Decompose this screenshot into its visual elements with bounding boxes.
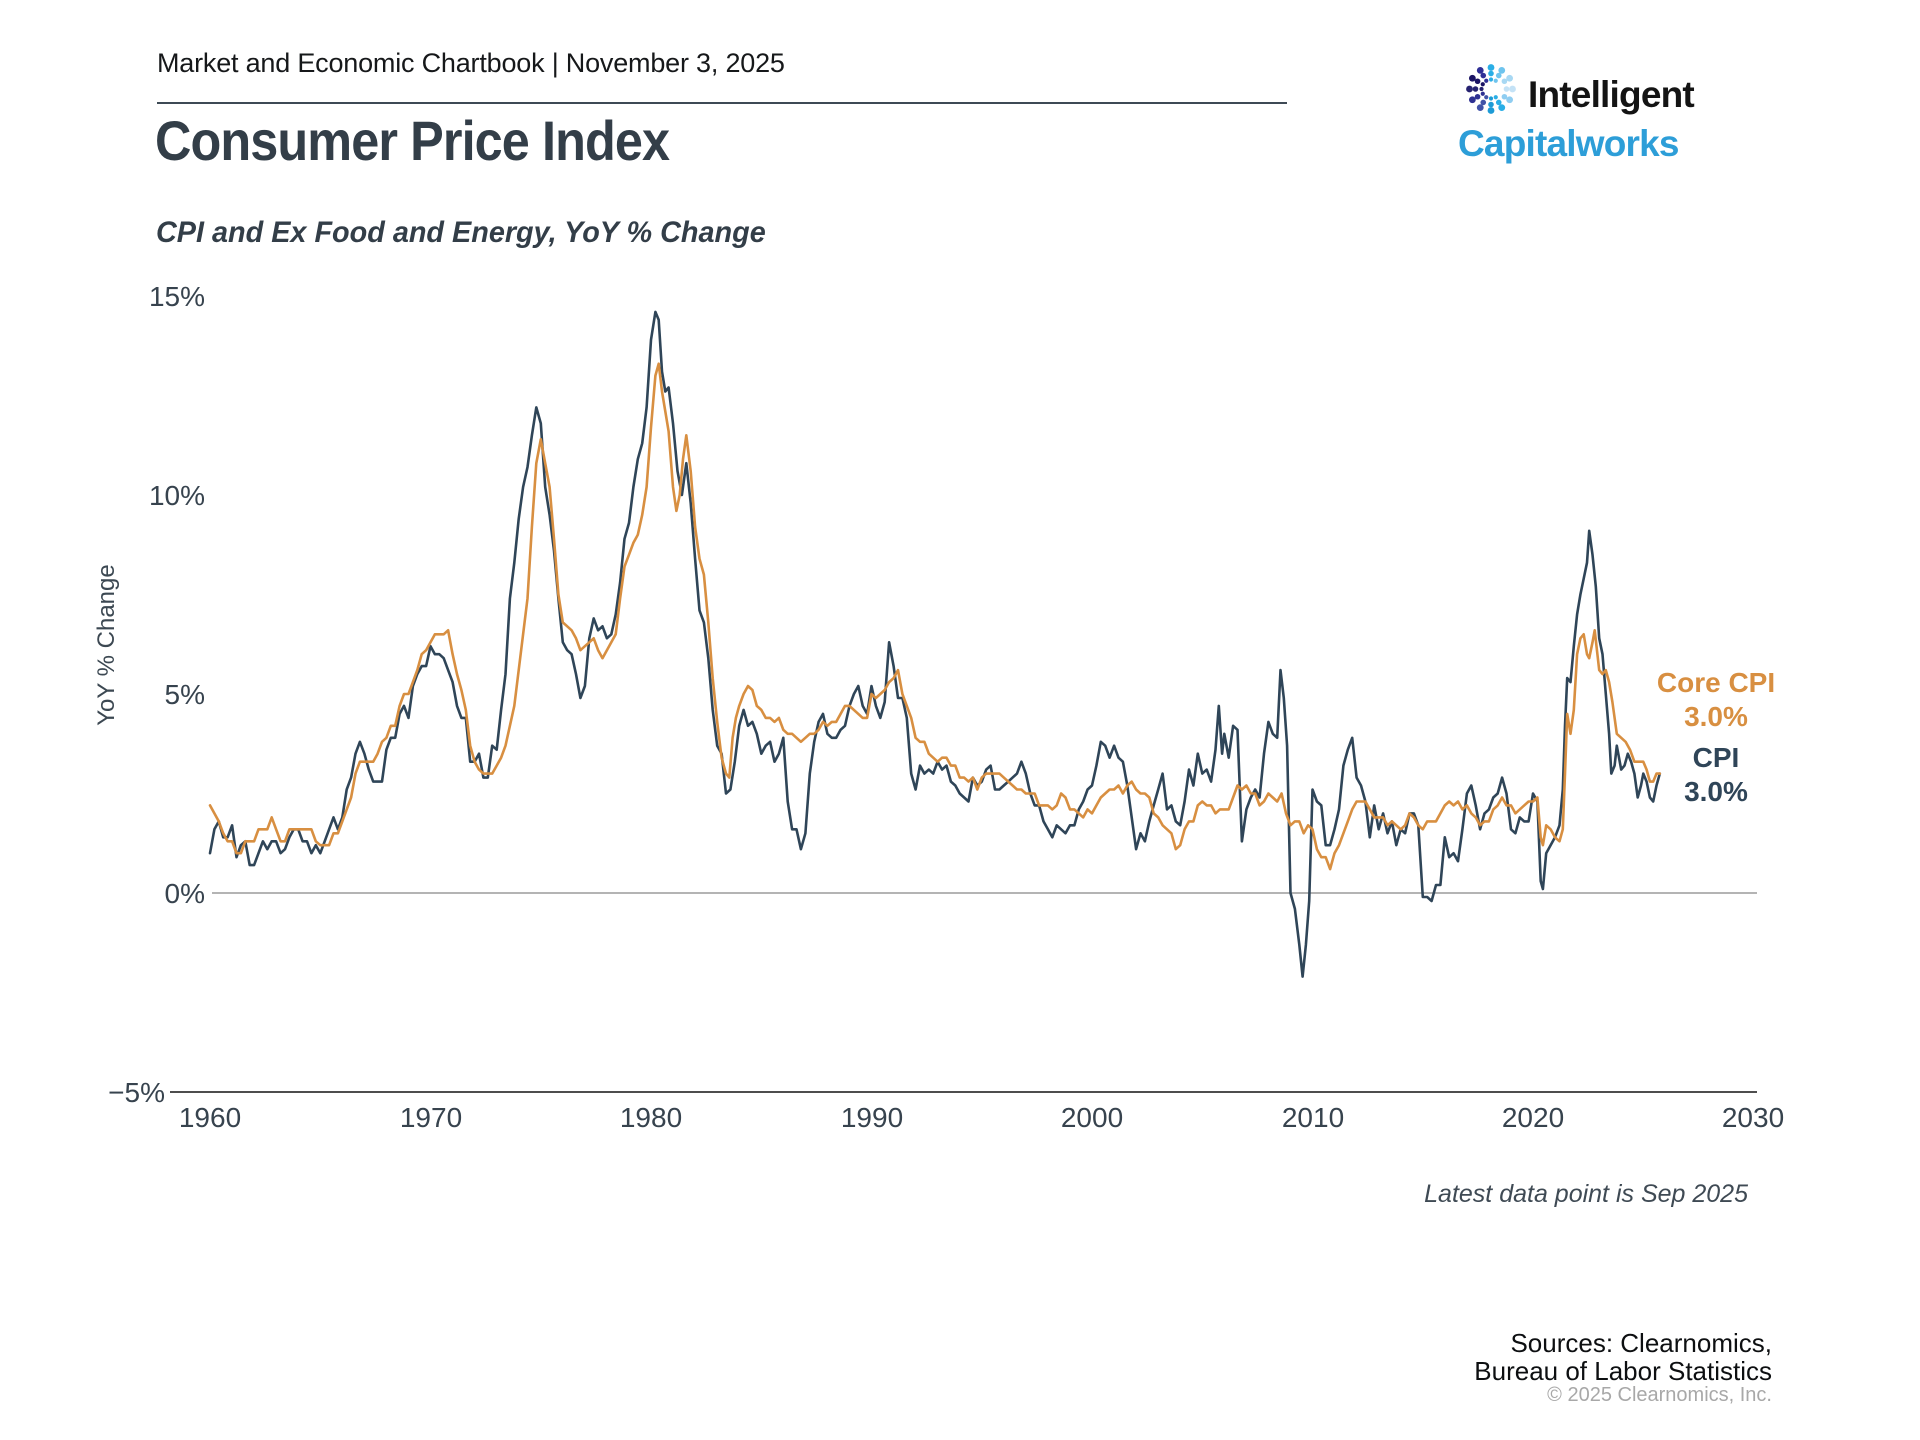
x-tick-2010: 2010: [1281, 1102, 1345, 1133]
logo-burst-dot: [1479, 86, 1484, 92]
logo-burst-dot: [1484, 78, 1489, 83]
logo-burst-dot: [1474, 78, 1481, 85]
x-tick-1960: 1960: [178, 1102, 242, 1133]
logo-burst-dot: [1466, 85, 1473, 93]
core-cpi-label: Core CPI 3.0%: [1648, 666, 1784, 734]
cpi-label: CPI 3.0%: [1648, 741, 1784, 809]
page-title: Consumer Price Index: [155, 109, 670, 172]
x-tick-2020: 2020: [1501, 1102, 1565, 1133]
header-divider: [157, 102, 1287, 104]
cpi-label-value: 3.0%: [1684, 776, 1748, 807]
sources-line-1: Sources: Clearnomics,: [1510, 1328, 1772, 1358]
logo-burst-dot: [1480, 91, 1485, 96]
x-tick-1970: 1970: [399, 1102, 463, 1133]
cpi-line: [208, 310, 1662, 978]
logo-starburst-icon: [1462, 60, 1520, 118]
x-tick-2030: 2030: [1721, 1102, 1785, 1133]
logo-burst-dot: [1480, 99, 1487, 106]
latest-data-note: Latest data point is Sep 2025: [1424, 1180, 1748, 1208]
y-tick-0: 0%: [164, 878, 205, 909]
logo-burst-dot: [1480, 82, 1485, 87]
logo-burst-dot: [1495, 72, 1502, 79]
x-tick-1990: 1990: [840, 1102, 904, 1133]
sources-line-2: Bureau of Labor Statistics: [1474, 1356, 1772, 1386]
cpi-label-name: CPI: [1692, 742, 1740, 773]
x-tick-2000: 2000: [1060, 1102, 1124, 1133]
logo-burst-dot: [1468, 74, 1476, 82]
logo-burst-dot: [1472, 86, 1479, 92]
logo-wordmark-capitalworks: Capitalworks: [1458, 123, 1680, 164]
y-tick-15: 15%: [148, 281, 205, 312]
logo-burst-dot: [1476, 104, 1484, 112]
y-tick-10: 10%: [148, 480, 205, 511]
logo-burst-dot: [1503, 86, 1510, 92]
logo-burst-dot: [1506, 74, 1514, 82]
logo-burst-dot: [1509, 85, 1516, 93]
logo-burst-dot: [1488, 77, 1494, 82]
x-tick-1980: 1980: [619, 1102, 683, 1133]
logo-burst-dot: [1476, 66, 1484, 74]
core-cpi-label-name: Core CPI: [1656, 667, 1776, 698]
logo-burst-dot: [1498, 66, 1506, 74]
logo-burst-dot: [1488, 70, 1494, 77]
core-cpi-line: [208, 362, 1662, 871]
page-subtitle: CPI and Ex Food and Energy, YoY % Change: [156, 216, 766, 249]
logo-burst-dot: [1495, 99, 1502, 106]
logo-burst-dot: [1484, 95, 1489, 100]
logo-burst-dot: [1493, 95, 1498, 100]
logo-burst-dot: [1501, 78, 1508, 85]
logo-burst-dot: [1474, 93, 1481, 100]
logo-burst-dot: [1501, 93, 1508, 100]
logo-burst-dot: [1506, 96, 1514, 104]
chartbook-header: Market and Economic Chartbook | November…: [157, 48, 785, 78]
copyright-line: © 2025 Clearnomics, Inc.: [1547, 1384, 1772, 1406]
y-tick-neg5: −5%: [108, 1077, 165, 1108]
logo-burst-dot: [1487, 107, 1495, 114]
logo-burst-dot: [1488, 96, 1494, 101]
logo-burst-dot: [1498, 104, 1506, 112]
logo-burst-dot: [1468, 96, 1476, 104]
logo-burst-dot: [1488, 101, 1494, 108]
logo-burst-dot: [1493, 78, 1498, 83]
logo-burst-dot: [1487, 64, 1495, 71]
logo-wordmark-intelligent: Intelligent: [1528, 74, 1695, 115]
logo-burst-dot: [1480, 72, 1487, 79]
core-cpi-label-value: 3.0%: [1684, 701, 1748, 732]
y-tick-5: 5%: [164, 679, 205, 710]
